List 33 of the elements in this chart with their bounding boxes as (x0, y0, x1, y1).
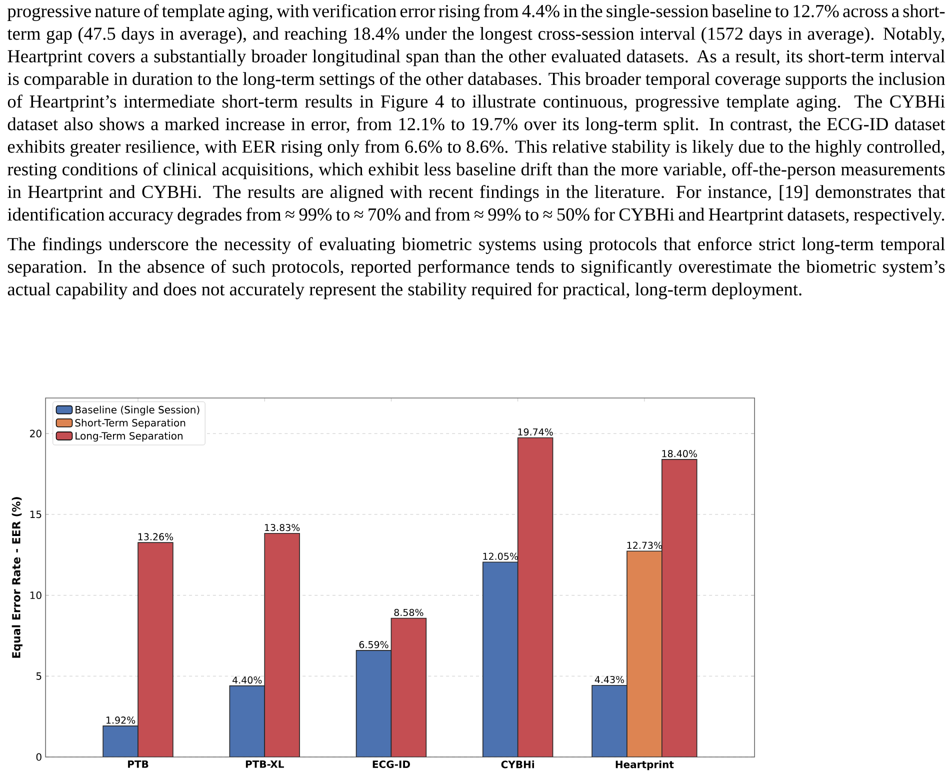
data-label: 13.26% (138, 533, 174, 540)
data-label: 19.74% (518, 428, 553, 436)
x-tick-label: PTB (128, 760, 148, 768)
data-label: 4.43% (594, 676, 624, 684)
data-label: 8.58% (394, 608, 424, 616)
bar (138, 542, 174, 757)
text: The findings underscore the necessity of evaluating biometric systems using protocols that enforce strict long-term temporal separation. In the absence of such protocols, reported performance tends to significantly overestimate the biometric system’s actual capability and does not accurately represent the stability required for practical, long-term deployment. (8, 237, 945, 300)
x-tick-label: ECG-ID (372, 760, 410, 768)
legend-label: Baseline (Single Session) (76, 406, 200, 416)
y-tick-label: 15 (30, 510, 42, 518)
bar (356, 650, 392, 757)
bar (390, 618, 427, 757)
bar (482, 562, 518, 757)
legend-label: Long-Term Separation (76, 432, 182, 442)
bar (102, 726, 138, 757)
data-label: 13.83% (265, 524, 300, 532)
data-label: 6.59% (359, 641, 388, 648)
data-label: 4.40% (232, 676, 262, 684)
y-tick-label: 10 (30, 591, 42, 600)
y-axis-title: Equal Error Rate - EER (%) (12, 497, 22, 658)
text: progressive nature of template aging, with verification error rising from 4.4% in the single-session baseline to 12.7% across a short-term gap (47.5 days in average), and reaching 18.4% under the longest cross-session interval (1572 days in average). Notably, Heartprint covers a substantially broader longitudinal span than the other evaluated datasets. As a result, its short-term interval is comparable in duration to the long-term settings of the other databases. This broader temporal coverage supports the inclusion of Heartprint’s intermediate short-term results in Figure 4 to illustrate continuous, progressive template aging. The CYBHi dataset also shows a marked increase in error, from 12.1% to 19.7% over its long-term split. In contrast, the ECG-ID dataset exhibits greater resilience, with EER rising only from 6.6% to 8.6%. This relative stability is likely due to the highly controlled, resting conditions of clinical acquisitions, which exhibit less baseline drift than the more variable, off-the-person measurements in Heartprint and CYBHi. The results are aligned with recent findings in the literature. For instance, [19] demonstrates that identification accuracy degrades from ≈ 99% to ≈ 70% and from ≈ 99% to ≈ 50% for CYBHi and Heartprint datasets, respectively. (7, 4, 946, 224)
x-tick-label: PTB-XL (246, 760, 284, 768)
data-label: 1.92% (106, 716, 136, 724)
bar (229, 685, 266, 757)
legend-label: Short-Term Separation (75, 418, 186, 429)
y-tick-label: 5 (36, 672, 42, 680)
bar (517, 437, 554, 757)
x-tick-label: CYBHi (501, 760, 534, 768)
x-tick-label: Heartprint (616, 760, 674, 770)
bar (264, 532, 300, 757)
y-tick-label: 0 (36, 753, 42, 761)
y-tick-label: 20 (30, 430, 42, 438)
data-label: 18.40% (662, 450, 697, 458)
